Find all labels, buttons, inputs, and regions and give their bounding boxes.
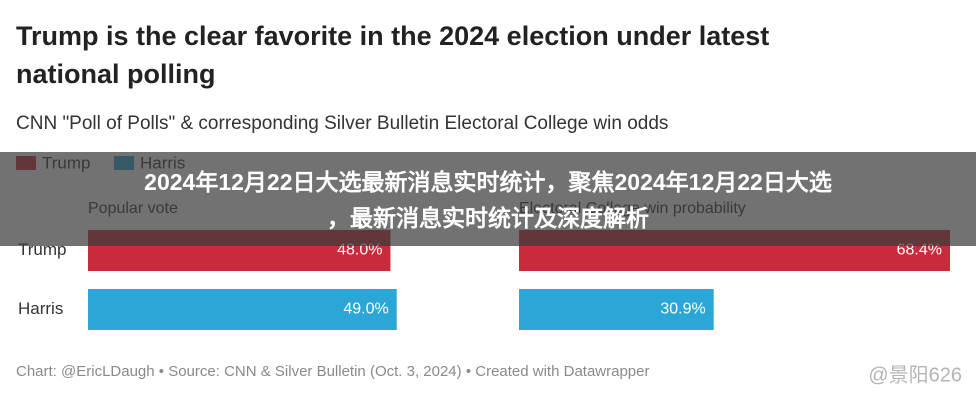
value-label: 30.9% [660,301,705,318]
source: Chart: @EricLDaugh • Source: CNN & Silve… [16,363,650,380]
overlay-band [0,152,976,246]
bar [519,289,714,330]
category-label: Harris [18,299,63,318]
chart-subtitle: CNN "Poll of Polls" & corresponding Silv… [16,113,668,134]
chart-title: Trump is the clear favorite in the 2024 … [16,21,769,89]
bar [88,289,397,330]
watermark: @景阳626 [868,363,962,386]
overlay-headline: 2024年12月22日大选最新消息实时统计，聚焦2024年12月22日大选，最新… [144,169,832,231]
value-label: 49.0% [343,301,388,318]
overlay: 2024年12月22日大选最新消息实时统计，聚焦2024年12月22日大选，最新… [144,169,832,231]
